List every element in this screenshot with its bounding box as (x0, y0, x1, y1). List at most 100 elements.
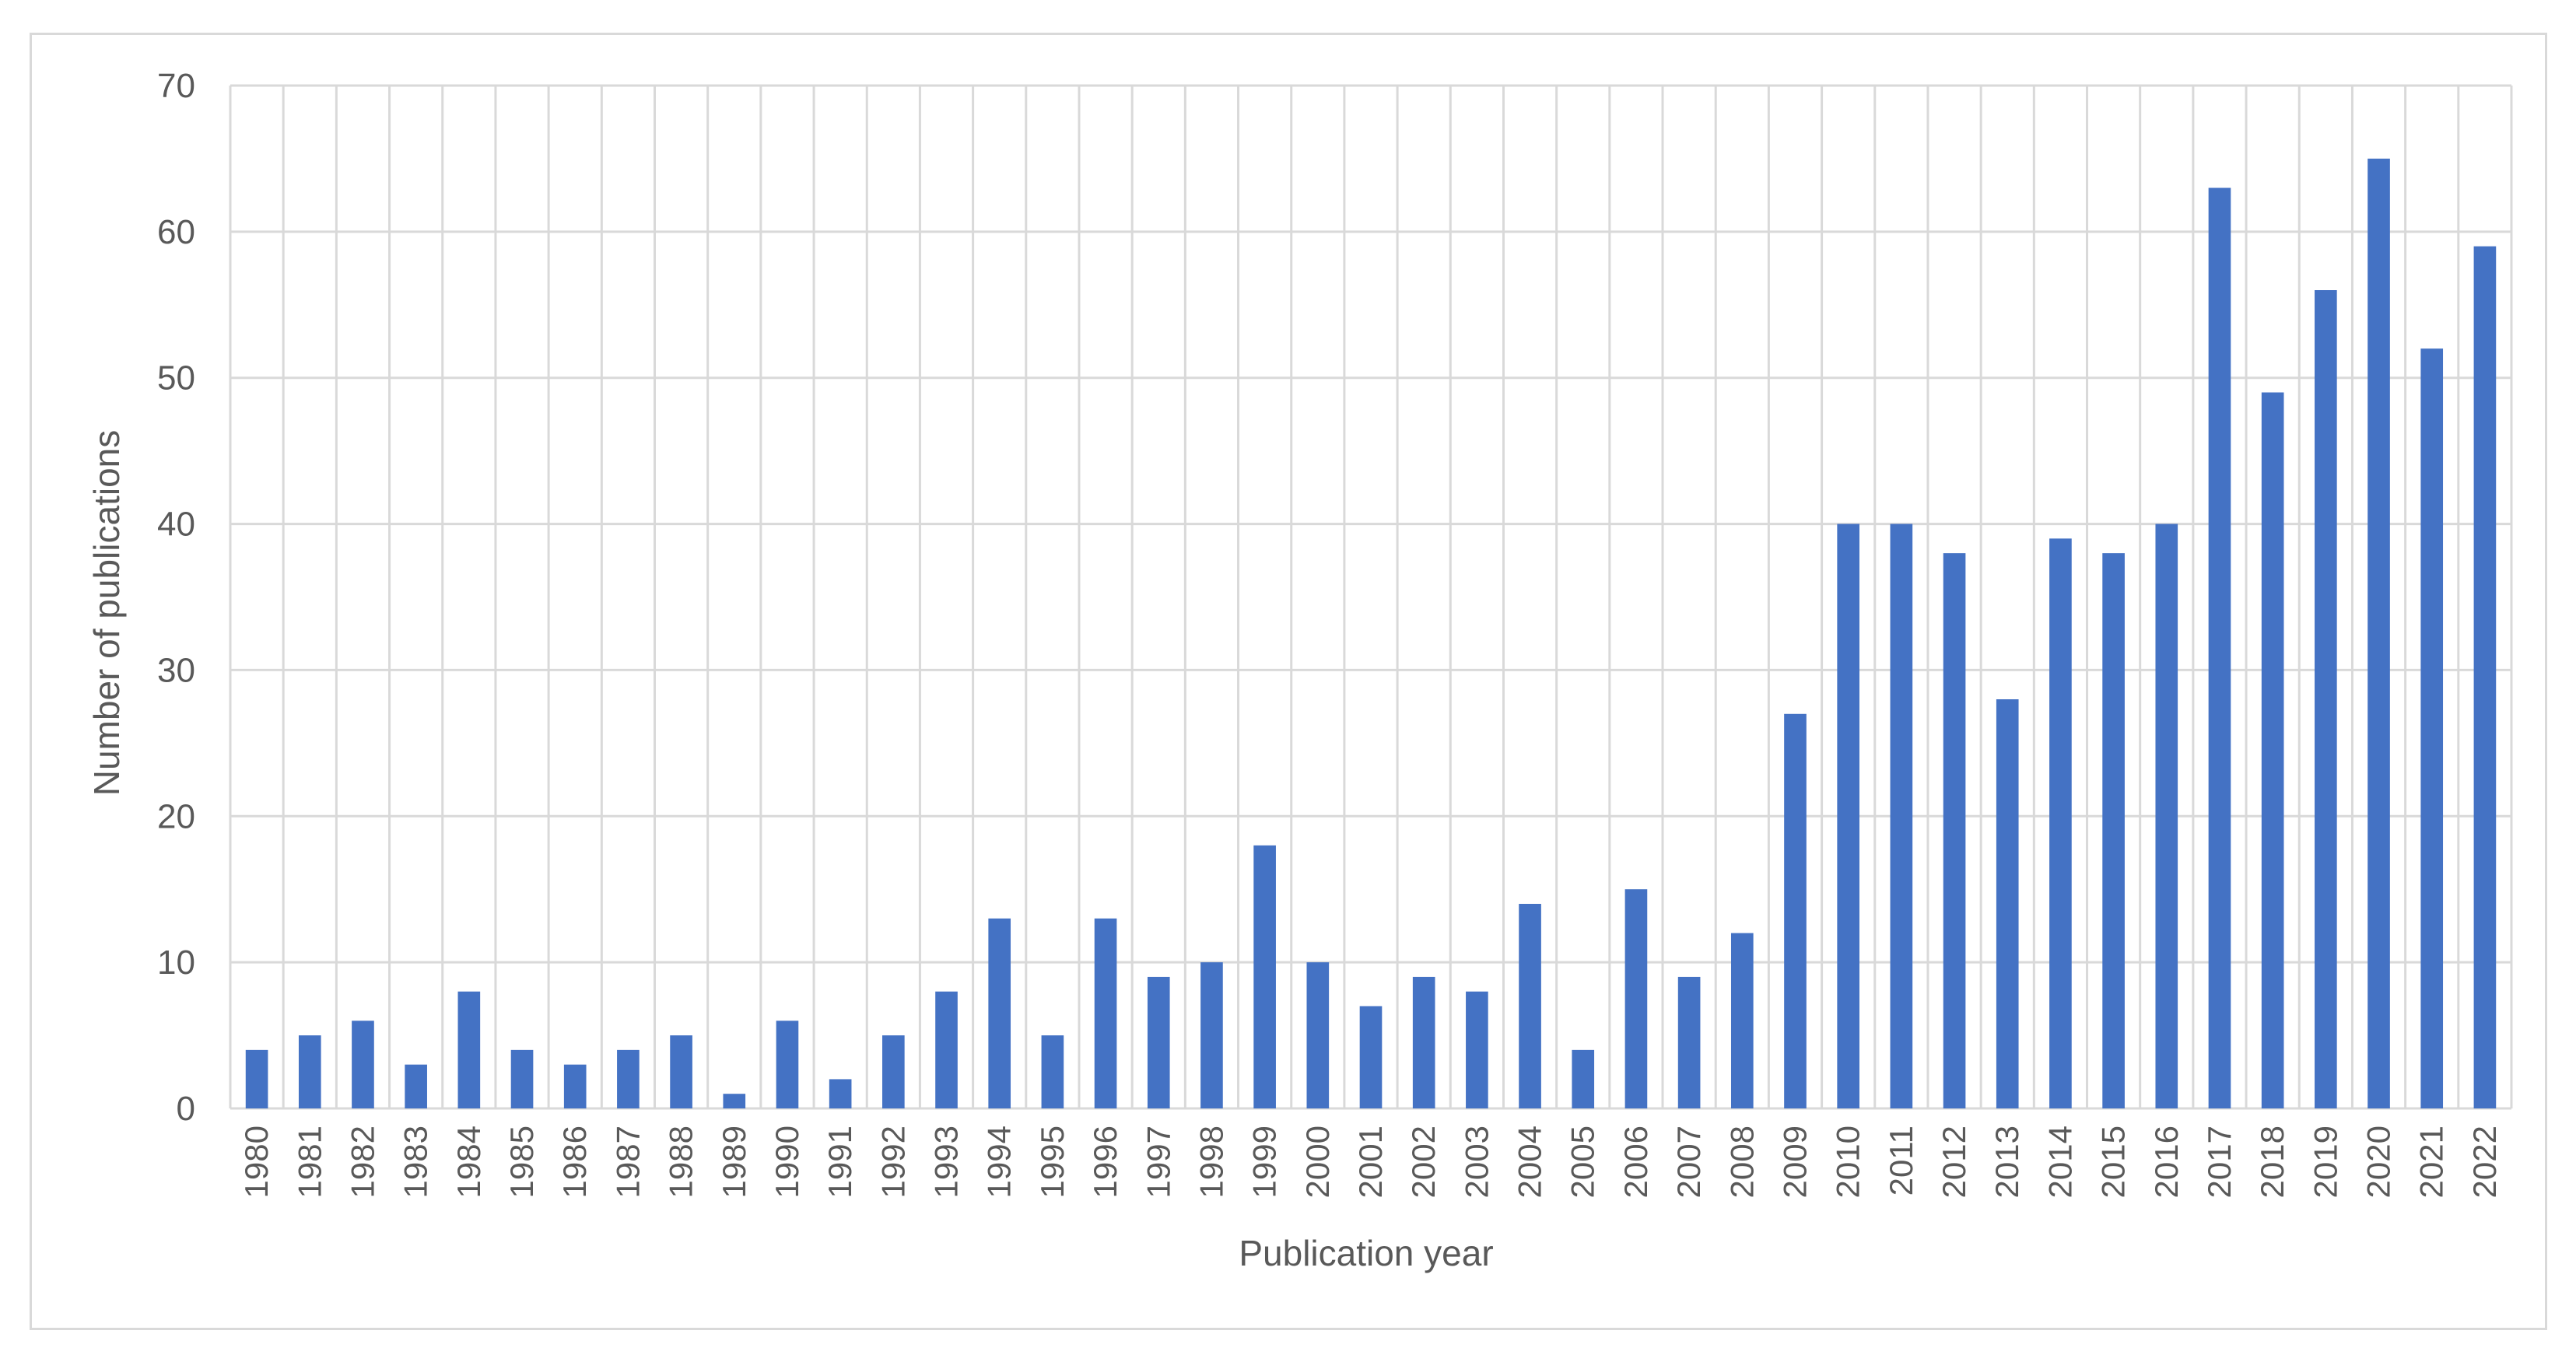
x-tick-label: 1986 (556, 1126, 593, 1198)
bar-1984 (457, 991, 481, 1108)
y-tick-label: 20 (157, 797, 195, 835)
bar-2015 (2102, 553, 2125, 1108)
x-tick-label: 2011 (1883, 1126, 1919, 1196)
x-tick-label: 2000 (1299, 1126, 1336, 1198)
x-tick-label: 1995 (1034, 1126, 1071, 1198)
bar-2005 (1572, 1049, 1595, 1108)
x-tick-label: 1987 (609, 1126, 646, 1198)
x-tick-label: 2004 (1512, 1126, 1548, 1198)
x-tick-label: 2007 (1670, 1126, 1707, 1198)
x-tick-label: 2010 (1830, 1126, 1866, 1198)
x-tick-label: 1997 (1140, 1126, 1176, 1198)
x-tick-label: 2003 (1458, 1126, 1495, 1198)
bar-2006 (1624, 889, 1648, 1108)
y-tick-label: 30 (157, 651, 195, 689)
x-tick-label: 2020 (2360, 1126, 2397, 1198)
bar-1995 (1041, 1035, 1064, 1108)
bar-1988 (670, 1035, 692, 1108)
bar-2018 (2261, 392, 2284, 1108)
x-tick-label: 1998 (1193, 1126, 1229, 1198)
x-tick-label: 2017 (2201, 1126, 2238, 1198)
bar-2003 (1466, 991, 1488, 1108)
bar-1992 (882, 1035, 905, 1108)
bar-1999 (1253, 845, 1276, 1108)
x-tick-label: 1992 (874, 1126, 911, 1198)
bar-2020 (2367, 158, 2390, 1108)
x-tick-label: 1981 (291, 1126, 328, 1198)
y-tick-label: 70 (157, 67, 195, 105)
bar-2004 (1519, 904, 1541, 1108)
bar-2016 (2155, 523, 2178, 1108)
x-tick-label: 2012 (1936, 1126, 1972, 1198)
y-tick-label: 60 (157, 213, 195, 251)
x-tick-label: 1996 (1087, 1126, 1123, 1198)
x-tick-label: 2015 (2095, 1126, 2132, 1198)
bar-1985 (510, 1049, 534, 1108)
bar-chart: 0 10 20 30 40 50 60 70 1980 1981 1982 1983 1984 1985… (86, 67, 2513, 1273)
bar-1991 (829, 1079, 852, 1108)
bar-2022 (2473, 246, 2497, 1109)
bar-1986 (563, 1064, 587, 1108)
x-tick-label: 2014 (2042, 1126, 2078, 1198)
x-tick-label: 2021 (2413, 1126, 2450, 1198)
x-tick-label: 2019 (2307, 1126, 2343, 1198)
bar-2009 (1784, 713, 1807, 1108)
bar-2010 (1837, 523, 1859, 1108)
x-tick-label: 2008 (1723, 1126, 1760, 1198)
x-tick-label: 1982 (344, 1126, 380, 1198)
bar-1994 (988, 918, 1011, 1108)
bar-1998 (1200, 962, 1223, 1108)
bar-2021 (2420, 348, 2444, 1109)
bar-1981 (298, 1035, 321, 1108)
bar-1993 (935, 991, 958, 1108)
x-tick-label: 1988 (663, 1126, 699, 1198)
x-tick-label: 1994 (981, 1126, 1018, 1198)
y-tick-label: 0 (177, 1090, 195, 1128)
bar-1983 (405, 1064, 427, 1108)
x-tick-label: 2006 (1617, 1126, 1654, 1198)
bar-2000 (1306, 962, 1330, 1108)
x-tick-label: 2009 (1776, 1126, 1813, 1198)
bar-1996 (1094, 918, 1117, 1108)
bar-2007 (1677, 976, 1701, 1108)
bar-1997 (1147, 976, 1170, 1108)
bar-2012 (1943, 553, 1966, 1108)
x-tick-label: 2016 (2148, 1126, 2185, 1198)
x-axis-title: Publication year (1239, 1233, 1493, 1273)
bar-2002 (1412, 976, 1435, 1108)
x-tick-label: 1980 (238, 1126, 275, 1198)
bar-1982 (352, 1021, 374, 1108)
x-tick-label: 2005 (1565, 1126, 1601, 1198)
x-tick-label: 2013 (1989, 1126, 2025, 1198)
x-tick-label: 2001 (1352, 1126, 1389, 1198)
x-tick-label: 1985 (503, 1126, 540, 1198)
bar-1989 (723, 1094, 746, 1108)
x-tick-label: 1984 (450, 1126, 487, 1198)
x-tick-label: 1991 (822, 1126, 858, 1198)
bars (245, 158, 2497, 1109)
y-tick-labels: 0 10 20 30 40 50 60 70 (157, 67, 195, 1128)
x-tick-labels: 1980 1981 1982 1983 1984 1985 1986 1987 1988 1989… (238, 1126, 2503, 1198)
y-axis-title: Number of publications (86, 430, 127, 796)
bar-2013 (1996, 699, 2019, 1108)
bar-2011 (1890, 523, 1913, 1108)
bar-2008 (1730, 933, 1754, 1108)
x-tick-label: 1990 (769, 1126, 805, 1198)
y-tick-label: 40 (157, 506, 195, 544)
gridlines (229, 84, 2513, 1110)
x-tick-label: 1999 (1246, 1126, 1283, 1198)
y-tick-label: 10 (157, 944, 195, 982)
bar-2019 (2315, 290, 2337, 1108)
bar-2001 (1359, 1006, 1383, 1108)
x-tick-label: 1983 (398, 1126, 434, 1198)
x-tick-label: 2002 (1405, 1126, 1442, 1198)
chart-frame: 0 10 20 30 40 50 60 70 1980 1981 1982 1983 1984 1985… (30, 33, 2547, 1330)
x-tick-label: 2022 (2466, 1126, 2503, 1198)
x-tick-label: 1993 (928, 1126, 965, 1198)
bar-2014 (2049, 538, 2072, 1108)
x-tick-label: 2018 (2254, 1126, 2290, 1198)
bar-2017 (2208, 187, 2231, 1108)
y-tick-label: 50 (157, 359, 195, 397)
bar-1980 (245, 1049, 268, 1108)
bar-1987 (617, 1049, 640, 1108)
